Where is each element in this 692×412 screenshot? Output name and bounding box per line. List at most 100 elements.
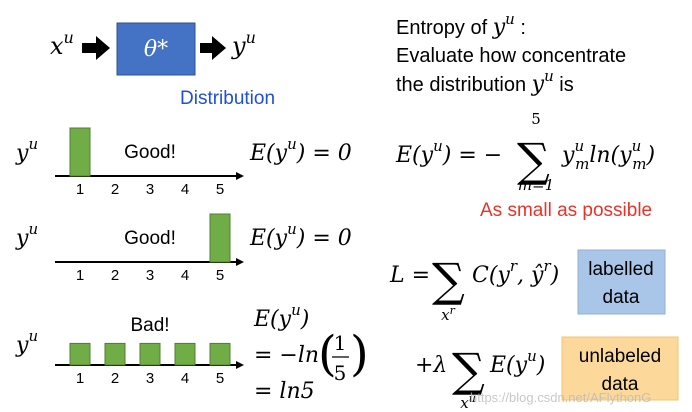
text-part: u bbox=[287, 135, 297, 153]
tick-label: 3 bbox=[146, 370, 154, 387]
formula: +λ bbox=[415, 353, 447, 378]
box-label: labelled bbox=[588, 259, 654, 280]
sum-limit: m=1 bbox=[518, 176, 554, 194]
text-part: x bbox=[460, 394, 469, 412]
bar bbox=[139, 342, 161, 366]
text-part: y bbox=[15, 333, 29, 358]
model-box bbox=[116, 22, 196, 76]
bar bbox=[104, 342, 126, 366]
text-part: ) bbox=[645, 143, 655, 168]
axis-arrow bbox=[236, 258, 244, 266]
formula: E(yu) = − bbox=[395, 137, 502, 168]
model-label: θ* bbox=[144, 37, 168, 62]
text-part: ln(y bbox=[589, 143, 632, 168]
text-part: u bbox=[64, 28, 74, 47]
text-part: E(y bbox=[249, 226, 288, 251]
tick-label: 5 bbox=[216, 370, 224, 387]
verdict: Good! bbox=[124, 228, 176, 249]
result: = −ln bbox=[254, 343, 319, 368]
axis-arrow bbox=[236, 361, 244, 369]
tick-label: 2 bbox=[111, 370, 119, 387]
text-part: r bbox=[510, 257, 518, 275]
text-part: y bbox=[231, 32, 246, 60]
entropy-title: Entropy of yu : bbox=[396, 10, 526, 40]
box-label: data bbox=[602, 374, 639, 395]
text-part: u bbox=[527, 347, 537, 365]
arrow bbox=[82, 36, 110, 60]
text-part: u bbox=[632, 137, 642, 155]
tick-label: 1 bbox=[76, 267, 84, 284]
result: = ln5 bbox=[254, 379, 315, 404]
result: E(yu) bbox=[253, 301, 309, 332]
text-part: u bbox=[574, 137, 584, 155]
text-part: y bbox=[15, 141, 29, 166]
text-part: u bbox=[505, 10, 515, 28]
sum-sign: ∑ bbox=[452, 343, 485, 397]
sum-limit: xu bbox=[460, 392, 476, 412]
text-part: E(y bbox=[253, 307, 292, 332]
verdict: Bad! bbox=[130, 315, 169, 336]
bar bbox=[174, 342, 196, 366]
output-var: yu bbox=[231, 28, 256, 60]
axis-arrow bbox=[236, 172, 244, 180]
text-part: u bbox=[291, 301, 301, 319]
text-part: E(y bbox=[489, 353, 528, 378]
bar bbox=[209, 213, 231, 263]
text-part: Entropy of bbox=[396, 17, 493, 39]
text-part: y bbox=[15, 226, 29, 251]
formula: C(yr, ŷr) bbox=[472, 257, 559, 288]
paren: ( bbox=[318, 326, 337, 382]
tick-label: 5 bbox=[216, 181, 224, 198]
text-part: r bbox=[450, 304, 456, 317]
text-part: E(y bbox=[395, 143, 434, 168]
text-part: is bbox=[554, 74, 574, 96]
text-part: ) bbox=[536, 353, 546, 378]
arrow bbox=[200, 36, 226, 60]
text-part: y bbox=[531, 72, 545, 97]
tick-label: 2 bbox=[111, 267, 119, 284]
input-var: xu bbox=[50, 28, 74, 60]
bar bbox=[69, 127, 91, 177]
tick-label: 1 bbox=[76, 370, 84, 387]
formula: L = bbox=[389, 263, 430, 288]
note: As small as possible bbox=[480, 200, 652, 221]
text-part: u bbox=[433, 137, 443, 155]
text-part: ) = − bbox=[442, 143, 502, 168]
tick-label: 3 bbox=[146, 181, 154, 198]
text-part: ) bbox=[550, 263, 560, 288]
paren: ) bbox=[350, 326, 369, 382]
tick-label: 4 bbox=[181, 267, 189, 284]
text-part: u bbox=[28, 327, 38, 345]
text-part: ) = 0 bbox=[296, 141, 352, 166]
result: E(yu) = 0 bbox=[249, 220, 352, 251]
dist-label: yu bbox=[15, 327, 38, 358]
text-part: E(y bbox=[249, 141, 288, 166]
tick-label: 2 bbox=[111, 181, 119, 198]
formula: E(yu) bbox=[489, 347, 545, 378]
fraction-den: 5 bbox=[334, 361, 347, 385]
tick-label: 3 bbox=[146, 267, 154, 284]
verdict: Good! bbox=[124, 142, 176, 163]
text-part: y bbox=[561, 143, 575, 168]
tick-label: 4 bbox=[181, 370, 189, 387]
bar bbox=[209, 342, 231, 366]
text-part: ) bbox=[300, 307, 310, 332]
text-part: u bbox=[246, 28, 256, 47]
labelled-box bbox=[577, 249, 666, 315]
formula: yu mln(yu m) bbox=[561, 137, 655, 173]
bar bbox=[69, 342, 91, 366]
unlabeled-box bbox=[561, 336, 679, 401]
box-label: data bbox=[603, 287, 640, 308]
watermark: https://blog.csdn.net/AFlythonG bbox=[470, 390, 651, 405]
text-part: x bbox=[441, 306, 450, 324]
text-part: r bbox=[543, 257, 551, 275]
sum-sign: ∑ bbox=[517, 133, 550, 187]
sum-limit: xr bbox=[441, 304, 455, 324]
fraction-num: 1 bbox=[334, 331, 347, 355]
entropy-line: Evaluate how concentrate bbox=[396, 45, 626, 67]
caption: Distribution bbox=[180, 88, 275, 109]
box-label: unlabeled bbox=[579, 346, 661, 367]
tick-label: 5 bbox=[216, 267, 224, 284]
text-part: ) = 0 bbox=[296, 226, 352, 251]
text-part: y bbox=[492, 15, 506, 40]
